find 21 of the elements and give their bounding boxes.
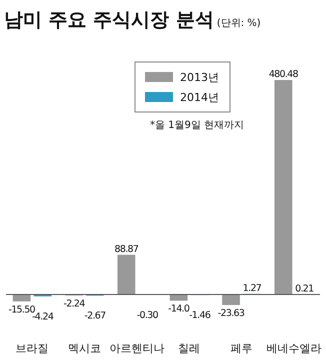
data-label: -14.0 <box>168 304 190 315</box>
legend-label: 2013년 <box>180 71 219 84</box>
data-label: -2.67 <box>84 310 106 322</box>
data-label: 480.48 <box>268 69 299 80</box>
data-label: -23.63 <box>218 308 245 319</box>
legend-label: 2014년 <box>180 91 219 104</box>
data-label: -2.24 <box>63 298 86 310</box>
x-tick-label: 베네수엘라 <box>266 342 322 355</box>
x-tick-label: 칠레 <box>178 342 200 355</box>
chart-title: 남미 주요 주식시장 분석 <box>4 9 214 31</box>
chart-subtitle: (단위: %) <box>216 18 261 29</box>
x-tick-label: 페루 <box>230 342 252 355</box>
data-label: -0.30 <box>136 310 158 321</box>
data-label: -1.46 <box>189 310 211 322</box>
data-label: 0.21 <box>295 283 314 294</box>
x-tick-label: 아르헨티나 <box>109 342 164 355</box>
data-label: 88.87 <box>114 244 139 255</box>
annotation: *올 1월9일 현재까지 <box>150 120 244 131</box>
data-label: 1.27 <box>242 282 262 294</box>
x-tick-label: 브라질 <box>16 342 49 355</box>
x-tick-label: 멕시코 <box>68 342 101 355</box>
